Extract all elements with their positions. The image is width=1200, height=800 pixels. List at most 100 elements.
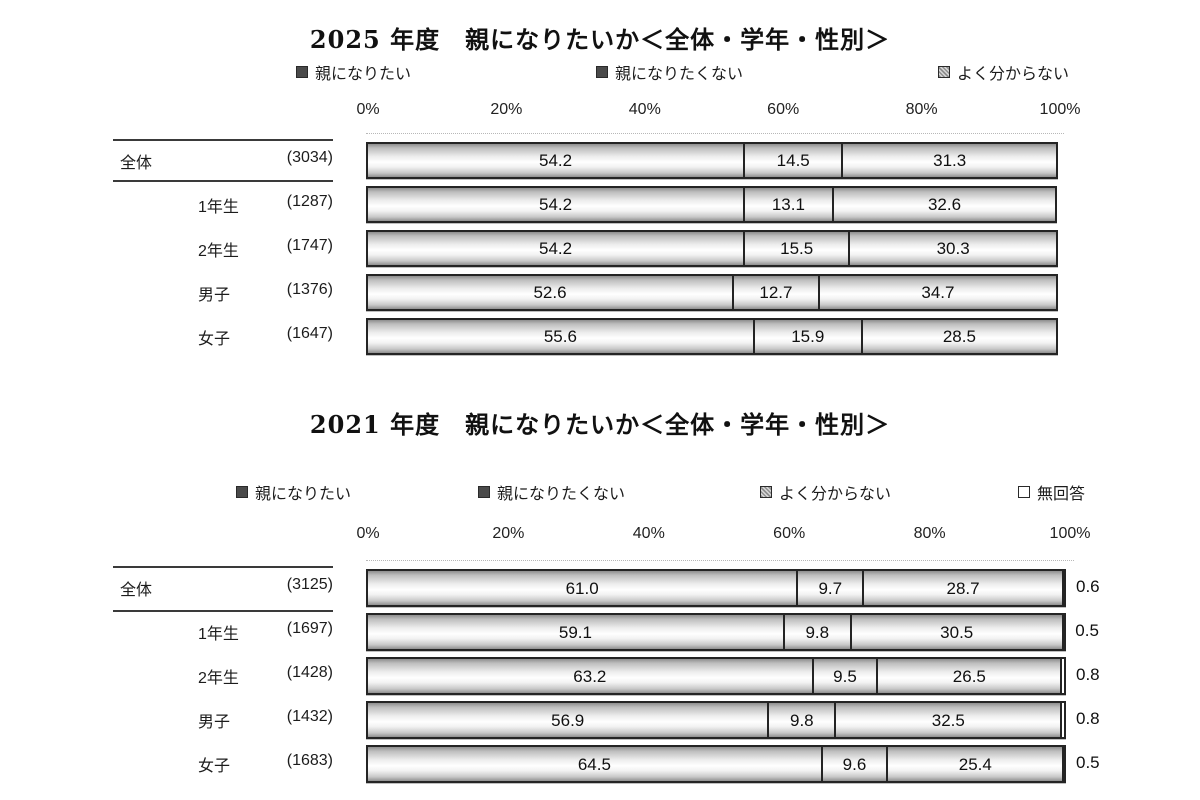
segment-value-label: 9.6 — [842, 754, 867, 774]
bar-segment-white — [1060, 659, 1064, 693]
bar-segment-white — [1060, 703, 1064, 737]
segment-value-label: 59.1 — [558, 622, 592, 642]
row-label-2: 2年生 — [198, 670, 239, 687]
segment-value-label: 34.7 — [921, 283, 955, 302]
stacked-bar-1: 59.1 9.8 30.5 — [366, 613, 1066, 651]
row-count-4: (1683) — [286, 752, 333, 769]
bar-segment-dark: 63.2 — [368, 659, 812, 693]
segment-value-label: 61.0 — [565, 578, 599, 598]
bar-segment-white — [1062, 747, 1065, 781]
bar-segment-hatch: 32.5 — [834, 703, 1061, 737]
bar-segment-dark: 14.5 — [743, 144, 842, 177]
outside-value-label: 0.8 — [1076, 709, 1100, 728]
bar-segment-dark: 64.5 — [368, 747, 821, 781]
x-axis-tick: 100% — [1049, 525, 1091, 542]
segment-value-label: 32.5 — [931, 710, 965, 730]
legend-item-1: 親になりたくない — [596, 63, 744, 83]
bar-segment-dark: 9.8 — [767, 703, 835, 737]
segment-value-label: 15.9 — [791, 327, 825, 346]
bar-segment-dark: 9.8 — [782, 615, 850, 649]
dark-swatch-icon — [296, 66, 308, 78]
row-label-0: 全体 — [120, 582, 153, 599]
bar-segment-white — [1061, 615, 1064, 649]
stacked-bar-2: 63.2 9.5 26.5 — [366, 657, 1066, 695]
row-count-1: (1287) — [286, 192, 333, 210]
x-axis-tick: 20% — [490, 101, 523, 118]
segment-value-label: 28.7 — [946, 578, 980, 598]
legend-label: 親になりたくない — [615, 66, 744, 83]
bar-segment-hatch: 26.5 — [876, 659, 1061, 693]
row-label-1: 1年生 — [198, 198, 239, 216]
x-axis-tick: 100% — [1039, 101, 1081, 118]
segment-value-label: 30.3 — [936, 239, 970, 258]
legend-label: 無回答 — [1037, 486, 1086, 503]
chart-title-2025: 2025 年度 親になりたいか＜全体・学年・性別＞ — [309, 25, 891, 55]
row-count-0: (3125) — [286, 576, 333, 593]
legend-item-1: 親になりたくない — [478, 483, 626, 503]
stacked-bar-0: 54.2 14.5 31.3 — [366, 142, 1058, 179]
segment-value-label: 25.4 — [958, 754, 992, 774]
bar-segment-hatch: 30.5 — [849, 615, 1062, 649]
hatch-swatch-icon — [760, 486, 772, 498]
stacked-bar-2: 54.2 15.5 30.3 — [366, 230, 1058, 267]
bar-segment-dark: 56.9 — [368, 703, 768, 737]
legend-label: 親になりたくない — [497, 486, 626, 503]
bar-segment-hatch: 28.5 — [860, 320, 1056, 353]
row-label-3: 男子 — [198, 714, 231, 731]
row-label-1: 1年生 — [198, 626, 239, 643]
outside-value-label: 0.5 — [1075, 621, 1099, 640]
bar-segment-dark: 15.5 — [743, 232, 849, 265]
dark-swatch-icon — [596, 66, 608, 78]
segment-value-label: 54.2 — [538, 239, 573, 258]
stacked-bar-4: 55.6 15.9 28.5 — [366, 318, 1058, 355]
stacked-bar-0: 61.0 9.7 28.7 — [366, 569, 1066, 607]
bar-segment-dark: 61.0 — [368, 571, 797, 605]
x-axis-tick: 80% — [905, 101, 938, 118]
row-count-1: (1697) — [286, 620, 333, 637]
segment-value-label: 15.5 — [780, 239, 814, 258]
row-count-3: (1376) — [286, 280, 333, 298]
bar-segment-dark: 9.6 — [820, 747, 887, 781]
legend-item-2: よく分からない — [760, 483, 891, 503]
segment-value-label: 9.7 — [818, 578, 843, 598]
segment-value-label: 55.6 — [543, 327, 577, 346]
plot-top-border — [366, 560, 1074, 561]
segment-value-label: 9.8 — [805, 622, 830, 642]
x-axis-tick: 20% — [492, 525, 525, 542]
segment-value-label: 63.2 — [573, 666, 607, 686]
row-label-3: 男子 — [198, 286, 231, 304]
dark-swatch-icon — [478, 486, 490, 498]
label-divider-line — [113, 610, 333, 612]
x-axis-tick: 60% — [767, 101, 800, 118]
bar-segment-dark: 59.1 — [368, 615, 783, 649]
outside-value-label: 0.6 — [1076, 577, 1100, 596]
segment-value-label: 28.5 — [942, 327, 976, 346]
row-count-4: (1647) — [286, 324, 333, 342]
segment-value-label: 9.8 — [790, 710, 814, 730]
segment-value-label: 32.6 — [927, 195, 962, 214]
legend-item-3: 無回答 — [1018, 483, 1086, 503]
bar-segment-dark: 9.5 — [811, 659, 877, 693]
bar-segment-hatch: 30.3 — [848, 232, 1056, 265]
segment-value-label: 30.5 — [940, 622, 974, 642]
stacked-bar-3: 56.9 9.8 32.5 — [366, 701, 1066, 739]
x-axis-tick: 80% — [913, 525, 946, 542]
segment-value-label: 14.5 — [776, 151, 810, 170]
legend-label: 親になりたい — [255, 486, 352, 503]
outside-value-label: 0.5 — [1076, 753, 1100, 772]
segment-value-label: 64.5 — [577, 754, 611, 774]
legend-item-0: 親になりたい — [296, 63, 411, 83]
bar-segment-white — [1061, 571, 1064, 605]
chart-title-2021: 2021 年度 親になりたいか＜全体・学年・性別＞ — [309, 410, 891, 440]
row-count-3: (1432) — [286, 708, 333, 725]
row-count-2: (1428) — [286, 664, 333, 681]
row-label-4: 女子 — [198, 330, 231, 348]
bar-segment-hatch: 34.7 — [817, 276, 1056, 309]
bar-segment-hatch: 25.4 — [886, 747, 1063, 781]
bar-segment-hatch: 31.3 — [841, 144, 1056, 177]
outside-value-label: 0.8 — [1076, 665, 1100, 684]
x-axis-tick: 0% — [356, 101, 380, 118]
bar-segment-dark: 54.2 — [368, 188, 744, 221]
bar-segment-dark: 12.7 — [731, 276, 818, 309]
